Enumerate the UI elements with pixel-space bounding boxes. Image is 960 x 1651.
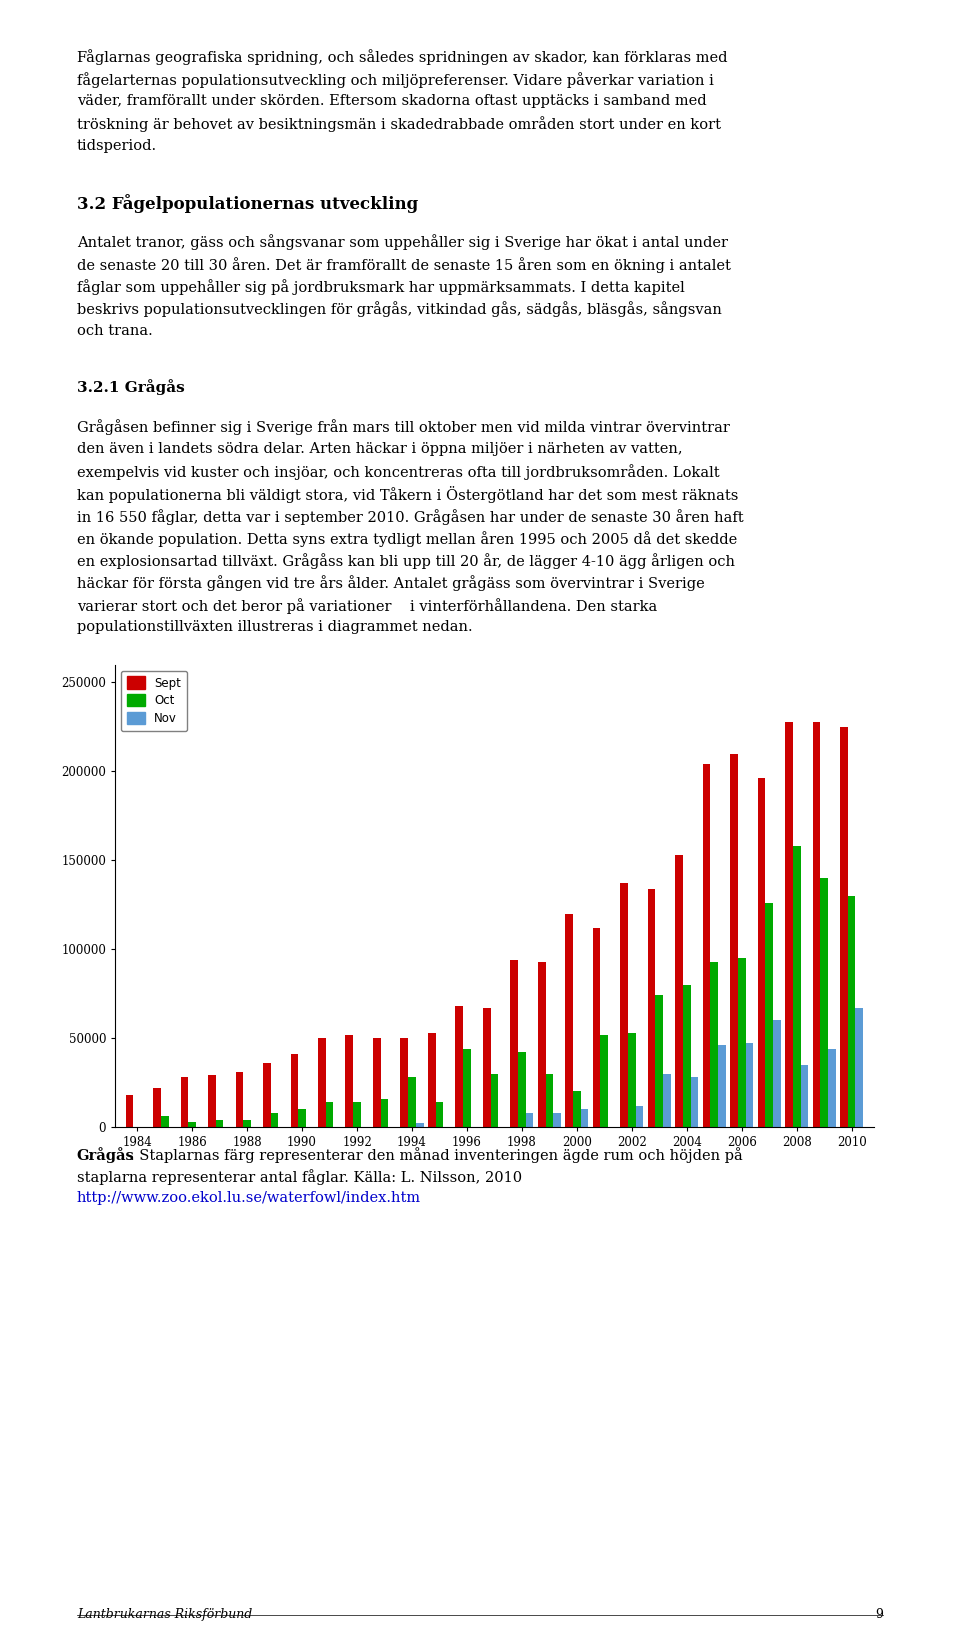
Text: tidsperiod.: tidsperiod.: [77, 139, 156, 152]
Bar: [263, 1063, 271, 1128]
Bar: [703, 764, 710, 1128]
Bar: [483, 1007, 491, 1128]
Bar: [518, 1052, 526, 1128]
Bar: [683, 984, 690, 1128]
Legend: Sept, Oct, Nov: Sept, Oct, Nov: [121, 670, 187, 731]
Bar: [765, 903, 773, 1128]
Bar: [656, 996, 663, 1128]
Text: Lantbrukarnas Riksförbund: Lantbrukarnas Riksförbund: [77, 1608, 252, 1621]
Bar: [511, 959, 518, 1128]
Text: Grågås: Grågås: [77, 1147, 134, 1162]
Bar: [773, 1020, 780, 1128]
Bar: [848, 896, 855, 1128]
Bar: [620, 883, 628, 1128]
Bar: [573, 1091, 581, 1128]
Bar: [855, 1007, 863, 1128]
Text: . Staplarnas färg representerar den månad inventeringen ägde rum och höjden på: . Staplarnas färg representerar den måna…: [130, 1147, 742, 1162]
Bar: [235, 1071, 243, 1128]
Text: exempelvis vid kuster och insjöar, och koncentreras ofta till jordbruksområden. : exempelvis vid kuster och insjöar, och k…: [77, 464, 719, 480]
Bar: [416, 1123, 423, 1128]
Text: kan populationerna bli väldigt stora, vid Tåkern i Östergötland har det som mest: kan populationerna bli väldigt stora, vi…: [77, 487, 738, 504]
Text: och trana.: och trana.: [77, 324, 153, 338]
Bar: [801, 1065, 808, 1128]
Bar: [400, 1038, 408, 1128]
Bar: [553, 1113, 561, 1128]
Bar: [718, 1045, 726, 1128]
Bar: [463, 1048, 470, 1128]
Bar: [731, 753, 738, 1128]
Bar: [840, 726, 848, 1128]
Bar: [491, 1073, 498, 1128]
Bar: [188, 1121, 196, 1128]
Bar: [538, 961, 545, 1128]
Text: häckar för första gången vid tre års ålder. Antalet grågäss som övervintrar i Sv: häckar för första gången vid tre års åld…: [77, 576, 705, 591]
Bar: [408, 1076, 416, 1128]
Bar: [581, 1109, 588, 1128]
Bar: [325, 1103, 333, 1128]
Bar: [793, 845, 801, 1128]
Text: http://www.zoo.ekol.lu.se/waterfowl/index.htm: http://www.zoo.ekol.lu.se/waterfowl/inde…: [77, 1192, 420, 1205]
Text: fåglar som uppehåller sig på jordbruksmark har uppmärksammats. I detta kapitel: fåglar som uppehåller sig på jordbruksma…: [77, 279, 684, 296]
Bar: [636, 1106, 643, 1128]
Bar: [436, 1103, 444, 1128]
Bar: [757, 779, 765, 1128]
Bar: [648, 888, 656, 1128]
Bar: [346, 1035, 353, 1128]
Bar: [180, 1076, 188, 1128]
Text: populationstillväxten illustreras i diagrammet nedan.: populationstillväxten illustreras i diag…: [77, 621, 472, 634]
Text: varierar stort och det beror på variationer    i vinterförhållandena. Den starka: varierar stort och det beror på variatio…: [77, 598, 657, 614]
Bar: [291, 1053, 299, 1128]
Text: 9: 9: [876, 1608, 883, 1621]
Bar: [785, 721, 793, 1128]
Bar: [372, 1038, 380, 1128]
Bar: [675, 855, 683, 1128]
Bar: [545, 1073, 553, 1128]
Text: en explosionsartad tillväxt. Grågåss kan bli upp till 20 år, de lägger 4-10 ägg : en explosionsartad tillväxt. Grågåss kan…: [77, 553, 734, 570]
Text: tröskning är behovet av besiktningsmän i skadedrabbade områden stort under en ko: tröskning är behovet av besiktningsmän i…: [77, 116, 721, 132]
Bar: [455, 1005, 463, 1128]
Bar: [828, 1048, 836, 1128]
Bar: [690, 1076, 698, 1128]
Bar: [271, 1113, 278, 1128]
Text: 3.2.1 Grågås: 3.2.1 Grågås: [77, 380, 184, 395]
Text: Grågåsen befinner sig i Sverige från mars till oktober men vid milda vintrar öve: Grågåsen befinner sig i Sverige från mar…: [77, 419, 730, 436]
Bar: [710, 961, 718, 1128]
Bar: [820, 878, 828, 1128]
Text: beskrivs populationsutvecklingen för grågås, vitkindad gås, sädgås, bläsgås, sån: beskrivs populationsutvecklingen för grå…: [77, 302, 722, 317]
Bar: [299, 1109, 306, 1128]
Bar: [318, 1038, 325, 1128]
Bar: [216, 1119, 224, 1128]
Text: de senaste 20 till 30 åren. Det är framförallt de senaste 15 åren som en ökning : de senaste 20 till 30 åren. Det är framf…: [77, 258, 731, 272]
Bar: [592, 928, 600, 1128]
Bar: [126, 1095, 133, 1128]
Bar: [154, 1088, 161, 1128]
Bar: [380, 1098, 389, 1128]
Bar: [161, 1116, 169, 1128]
Text: in 16 550 fåglar, detta var i september 2010. Grågåsen har under de senaste 30 å: in 16 550 fåglar, detta var i september …: [77, 509, 743, 525]
Bar: [663, 1073, 671, 1128]
Text: Fåglarnas geografiska spridning, och således spridningen av skador, kan förklara: Fåglarnas geografiska spridning, och sål…: [77, 50, 728, 66]
Text: den även i landets södra delar. Arten häckar i öppna miljöer i närheten av vatte: den även i landets södra delar. Arten hä…: [77, 442, 683, 456]
Text: fågelarternas populationsutveckling och miljöpreferenser. Vidare påverkar variat: fågelarternas populationsutveckling och …: [77, 73, 713, 88]
Text: 3.2 Fågelpopulationernas utveckling: 3.2 Fågelpopulationernas utveckling: [77, 195, 418, 213]
Bar: [428, 1034, 436, 1128]
Text: staplarna representerar antal fåglar. Källa: L. Nilsson, 2010: staplarna representerar antal fåglar. Kä…: [77, 1169, 522, 1185]
Bar: [600, 1035, 609, 1128]
Text: en ökande population. Detta syns extra tydligt mellan åren 1995 och 2005 då det : en ökande population. Detta syns extra t…: [77, 532, 737, 546]
Bar: [746, 1043, 754, 1128]
Bar: [208, 1075, 216, 1128]
Bar: [353, 1103, 361, 1128]
Bar: [526, 1113, 534, 1128]
Bar: [565, 913, 573, 1128]
Bar: [628, 1034, 636, 1128]
Text: väder, framförallt under skörden. Eftersom skadorna oftast upptäcks i samband me: väder, framförallt under skörden. Efters…: [77, 94, 707, 107]
Bar: [812, 721, 820, 1128]
Bar: [243, 1119, 251, 1128]
Bar: [738, 958, 746, 1128]
Text: Antalet tranor, gäss och sångsvanar som uppehåller sig i Sverige har ökat i anta: Antalet tranor, gäss och sångsvanar som …: [77, 234, 728, 251]
